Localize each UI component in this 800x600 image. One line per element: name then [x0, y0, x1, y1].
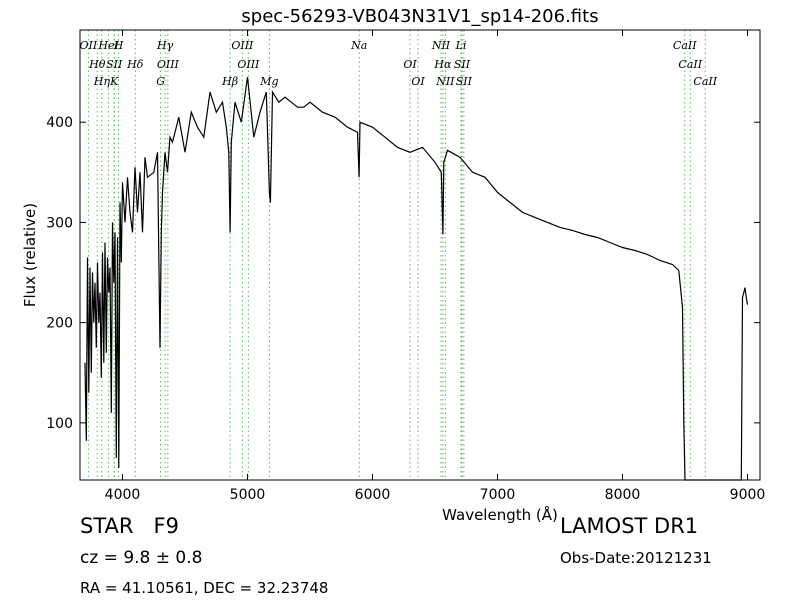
emission-line-markers — [87, 30, 706, 480]
emission-line-labels: OII Hθ Hη HeI SII K HHδ G Hγ OIII Hβ OIII OIII Mg Na OI… — [80, 39, 718, 88]
line-label: Na — [350, 39, 367, 52]
line-label: SII — [454, 58, 471, 71]
line-label: OII — [80, 39, 98, 52]
line-label: OI — [403, 58, 417, 71]
spectrum-line — [84, 77, 749, 481]
line-label: HeI — [97, 39, 119, 52]
chart-title: spec-56293-VB043N31V1_sp14-206.fits — [241, 6, 599, 27]
line-label: Hα — [433, 58, 452, 71]
x-tick-label: 6000 — [355, 487, 391, 503]
line-label: OIII — [231, 39, 254, 52]
line-label: NII — [431, 39, 451, 52]
y-tick-label: 400 — [46, 115, 73, 131]
y-tick-label: 200 — [46, 316, 73, 332]
line-label: SII — [106, 58, 123, 71]
survey-name: LAMOST DR1 — [560, 514, 699, 538]
line-label: G — [156, 75, 165, 88]
line-label: Hγ — [156, 39, 174, 52]
x-tick-label: 7000 — [480, 487, 516, 503]
x-tick-label: 4000 — [105, 487, 141, 503]
line-label: Hθ — [88, 58, 106, 71]
line-label: CaII — [673, 39, 697, 52]
x-tick-label: 9000 — [730, 487, 766, 503]
x-tick-label: 8000 — [605, 487, 641, 503]
object-class: STAR F9 — [80, 514, 179, 538]
line-label: Hη — [93, 75, 111, 88]
line-label: CaII — [678, 58, 702, 71]
line-label: K — [109, 75, 119, 88]
y-axis-ticks: 100 200 300 400 — [46, 115, 760, 432]
line-label: OIII — [237, 58, 260, 71]
line-label: CaII — [693, 75, 717, 88]
plot-frame — [79, 29, 761, 481]
x-axis-ticks: 4000 5000 6000 7000 8000 9000 — [105, 30, 766, 503]
y-axis-label: Flux (relative) — [21, 202, 39, 308]
y-tick-label: 300 — [46, 215, 73, 231]
line-label: OI — [411, 75, 425, 88]
redshift-text: cz = 9.8 ± 0.8 — [80, 548, 203, 568]
line-label: Mg — [259, 75, 278, 88]
line-label: Hβ — [221, 75, 238, 88]
line-label: Li — [455, 39, 467, 52]
x-axis-label: Wavelength (Å) — [442, 506, 558, 524]
coordinates-text: RA = 41.10561, DEC = 32.23748 — [80, 579, 329, 597]
line-label: NII — [435, 75, 455, 88]
line-label: OIII — [157, 58, 180, 71]
observation-date: Obs-Date:20121231 — [560, 549, 712, 567]
line-label: Hδ — [126, 58, 144, 71]
x-tick-label: 5000 — [230, 487, 266, 503]
line-label: SII — [456, 75, 473, 88]
line-label: H — [113, 39, 124, 52]
y-tick-label: 100 — [46, 416, 73, 432]
